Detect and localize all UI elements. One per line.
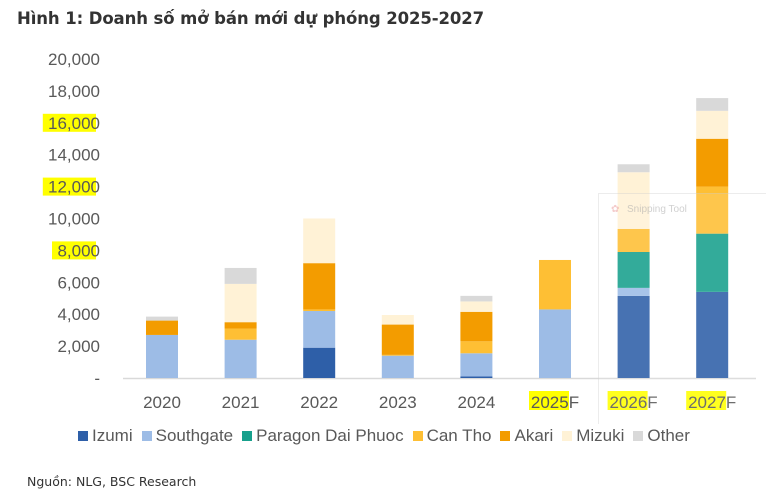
bar-segment-can-tho (539, 259, 571, 310)
bar-segment-other (460, 295, 493, 302)
bar-segment-akari (146, 320, 178, 335)
x-tick-label: 2021 (222, 393, 260, 412)
highlight-mark (52, 241, 96, 260)
bar-segment-southgate (303, 311, 336, 348)
bar-segment-akari (460, 311, 493, 342)
legend-swatch (500, 431, 511, 441)
bar-segment-other (146, 316, 178, 321)
highlight-mark (42, 177, 96, 196)
bars (146, 98, 729, 378)
bar-segment-mizuki (224, 283, 257, 323)
bar-segment-southgate (224, 339, 257, 378)
legend-item-other: Other (633, 426, 690, 446)
y-tick-label: 12,000 (48, 178, 100, 197)
bar-segment-can-tho (696, 186, 729, 234)
bar-segment-can-tho (617, 228, 650, 252)
y-tick-label: 20,000 (48, 50, 100, 69)
bar-segment-mizuki (696, 110, 729, 139)
legend-item-mizuki: Mizuki (562, 426, 624, 446)
legend: Izumi Southgate Paragon Dai Phuoc Can Tho Ak… (78, 426, 699, 446)
legend-label: Paragon Dai Phuoc (256, 426, 404, 445)
y-axis: - 2,000 4,000 6,000 8,000 10,000 12,000 14,000 1… (42, 50, 100, 388)
stacked-bar-chart: - 2,000 4,000 6,000 8,000 10,000 12,000 14,000 1… (42, 50, 756, 412)
legend-swatch (562, 431, 573, 441)
bar-segment-akari (696, 138, 729, 187)
bar-segment-izumi (696, 291, 729, 378)
x-tick-label: 2023 (379, 393, 417, 412)
bar-segment-southgate (146, 334, 178, 378)
bar-segment-akari (303, 263, 336, 310)
x-tick-label: 2025F (531, 393, 579, 412)
legend-label: Can Tho (426, 426, 492, 445)
highlight-mark (686, 391, 727, 410)
x-tick-label: 2024 (457, 393, 495, 412)
legend-item-akari: Akari (500, 426, 553, 446)
bar-segment-mizuki (460, 301, 493, 312)
x-tick-label: 2027F (688, 393, 736, 412)
y-tick-label: 16,000 (48, 114, 100, 133)
bar-segment-other (224, 267, 257, 284)
legend-label: Other (647, 426, 690, 445)
highlight-mark (42, 113, 96, 132)
bar-segment-southgate (460, 353, 493, 377)
bar-segment-other (617, 164, 650, 173)
bar-segment-izumi (617, 295, 650, 378)
legend-swatch (141, 431, 152, 441)
x-tick-label: 2020 (143, 393, 181, 412)
highlight-mark (607, 391, 648, 410)
legend-swatch (412, 431, 423, 441)
y-tick-label: 6,000 (57, 273, 100, 292)
bar-segment-can-tho (224, 328, 257, 340)
bar-segment-can-tho (381, 354, 414, 356)
y-tick-label: 18,000 (48, 82, 100, 101)
bar-segment-mizuki (617, 172, 650, 229)
bar-segment-paragon-dai-phuoc (696, 233, 729, 292)
bar-segment-paragon-dai-phuoc (617, 251, 650, 288)
y-tick-label: 14,000 (48, 146, 100, 165)
x-axis: 2020 2021 2022 2023 2024 2025F 2026F 2027F (143, 391, 736, 412)
legend-item-can-tho: Can Tho (412, 426, 492, 446)
y-tick-label: - (94, 369, 100, 388)
x-tick-label: 2022 (300, 393, 338, 412)
legend-label: Izumi (92, 426, 133, 445)
legend-swatch (633, 431, 644, 441)
legend-swatch (242, 431, 253, 441)
bar-segment-can-tho (303, 309, 336, 312)
bar-segment-can-tho (460, 341, 493, 354)
bar-segment-akari (381, 324, 414, 355)
bar-segment-other (696, 98, 729, 111)
x-tick-label: 2026F (609, 393, 657, 412)
y-tick-label: 10,000 (48, 210, 100, 229)
legend-swatch (78, 431, 88, 441)
bar-segment-southgate (539, 309, 571, 378)
bar-segment-mizuki (381, 314, 414, 325)
y-tick-label: 8,000 (57, 241, 100, 260)
bar-segment-mizuki (303, 218, 336, 264)
legend-item-southgate: Southgate (141, 426, 234, 446)
highlight-mark (529, 391, 569, 410)
legend-label: Mizuki (576, 426, 625, 445)
bar-segment-akari (224, 322, 257, 329)
y-tick-label: 2,000 (57, 337, 100, 356)
legend-item-paragon-dai-phuoc: Paragon Dai Phuoc (242, 426, 404, 446)
bar-segment-izumi (303, 347, 336, 378)
bar-segment-izumi (460, 376, 493, 378)
figure-title: Hình 1: Doanh số mở bán mới dự phóng 202… (17, 9, 485, 28)
legend-label: Akari (514, 426, 554, 445)
y-tick-label: 4,000 (57, 305, 100, 324)
legend-item-izumi: Izumi (78, 426, 133, 446)
source-note: Nguồn: NLG, BSC Research (27, 474, 197, 489)
bar-segment-southgate (617, 287, 650, 296)
legend-label: Southgate (155, 426, 234, 445)
bar-segment-southgate (381, 355, 414, 378)
